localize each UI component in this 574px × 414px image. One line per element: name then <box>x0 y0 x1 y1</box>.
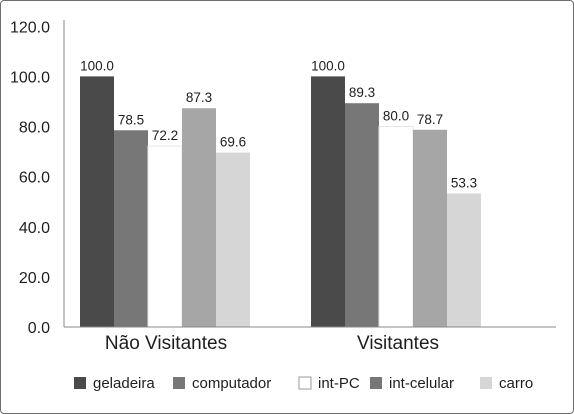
x-category-label: Visitantes <box>357 333 439 354</box>
data-label: 80.0 <box>383 109 409 124</box>
data-label: 72.2 <box>152 128 178 143</box>
y-tick-label: 80.0 <box>19 120 50 137</box>
y-axis: 0.0 20.0 40.0 60.0 80.0 100.0 120.0 <box>10 19 65 337</box>
bar-carro-visitantes <box>447 193 481 327</box>
data-label: 69.6 <box>220 135 246 150</box>
legend-label-computador: computador <box>192 375 271 392</box>
data-label: 53.3 <box>451 175 477 190</box>
y-tick-label: 100.0 <box>10 69 50 86</box>
x-axis: Não Visitantes Visitantes <box>64 326 556 354</box>
data-label: 87.3 <box>186 90 212 105</box>
legend-label-int-PC: int-PC <box>318 375 360 392</box>
bar-int-celular-nao-visitantes <box>182 108 216 327</box>
data-label: 100.0 <box>80 58 114 73</box>
legend-label-carro: carro <box>499 375 533 392</box>
legend-label-int-celular: int-celular <box>389 375 454 392</box>
bar-computador-nao-visitantes <box>114 130 148 327</box>
legend-swatch-int-PC <box>298 376 312 390</box>
data-labels: 100.0 78.5 72.2 87.3 69.6 100.0 89.3 80.0 78.7 53… <box>80 58 477 190</box>
x-category-label: Não Visitantes <box>105 333 227 354</box>
bars <box>80 76 481 328</box>
bar-int-PC-visitantes <box>378 126 414 328</box>
y-tick-label: 0.0 <box>28 320 50 337</box>
legend-swatch-carro <box>480 377 492 389</box>
data-label: 100.0 <box>311 58 345 73</box>
legend-swatch-computador <box>173 377 185 389</box>
bar-computador-visitantes <box>345 103 379 327</box>
data-label: 78.7 <box>417 112 443 127</box>
data-label: 89.3 <box>349 85 375 100</box>
y-tick-label: 20.0 <box>19 270 50 287</box>
legend-label-geladeira: geladeira <box>93 375 155 392</box>
bar-geladeira-nao-visitantes <box>80 76 114 327</box>
legend-swatch-geladeira <box>74 377 86 389</box>
legend-swatch-int-celular <box>370 377 382 389</box>
bar-int-celular-visitantes <box>413 129 447 327</box>
y-tick-label: 60.0 <box>19 170 50 187</box>
y-tick-label: 120.0 <box>10 19 50 36</box>
bar-carro-nao-visitantes <box>216 152 250 327</box>
data-label: 78.5 <box>118 112 144 127</box>
bar-int-PC-nao-visitantes <box>147 145 183 328</box>
y-tick-label: 40.0 <box>19 220 50 237</box>
legend: geladeira computador int-PC int-celular carr… <box>74 375 533 392</box>
bar-geladeira-visitantes <box>311 76 345 327</box>
